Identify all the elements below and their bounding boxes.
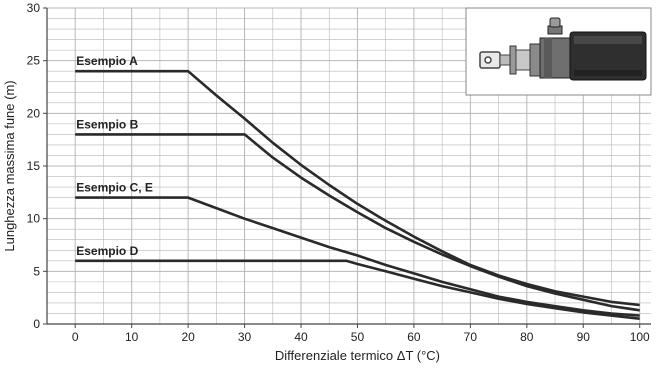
y-tick-label: 15	[27, 159, 41, 173]
series-labels: Esempio A Esempio B Esempio C, E Esempio D	[76, 54, 153, 258]
series-line	[75, 69, 640, 307]
x-tick-label: 20	[181, 330, 195, 344]
series-line	[75, 196, 640, 317]
x-tick-label: 90	[577, 330, 591, 344]
x-tick-label: 50	[351, 330, 365, 344]
x-tick-label: 70	[464, 330, 478, 344]
rope-switch-device-icon	[479, 17, 647, 81]
series-lines	[75, 69, 640, 320]
series-line	[75, 259, 640, 320]
x-tick-label: 0	[72, 330, 79, 344]
x-tick-label: 40	[294, 330, 308, 344]
x-tick-label: 30	[238, 330, 252, 344]
series-line	[75, 133, 640, 312]
inset-panel	[465, 7, 652, 96]
x-tick-label: 100	[630, 330, 650, 344]
y-tick-label: 30	[27, 1, 41, 15]
y-tick-label: 5	[33, 264, 40, 278]
series-label: Esempio C, E	[76, 181, 153, 195]
axes: 0 5 10 15 20 25 30 0 10 20 30 40 50 60 70 80 90 100 Differ…	[2, 1, 651, 363]
y-axis-title: Lunghezza massima fune (m)	[2, 80, 17, 251]
series-label: Esempio B	[76, 117, 138, 131]
x-tick-label: 60	[407, 330, 421, 344]
x-tick-label: 80	[520, 330, 534, 344]
series-label: Esempio A	[76, 54, 138, 68]
y-tick-label: 20	[27, 106, 41, 120]
y-tick-label: 25	[27, 54, 41, 68]
series-label: Esempio D	[76, 244, 138, 258]
x-tick-label: 10	[125, 330, 139, 344]
x-axis-title: Differenziale termico ΔT (°C)	[275, 348, 440, 363]
y-tick-label: 0	[33, 317, 40, 331]
y-tick-label: 10	[27, 212, 41, 226]
